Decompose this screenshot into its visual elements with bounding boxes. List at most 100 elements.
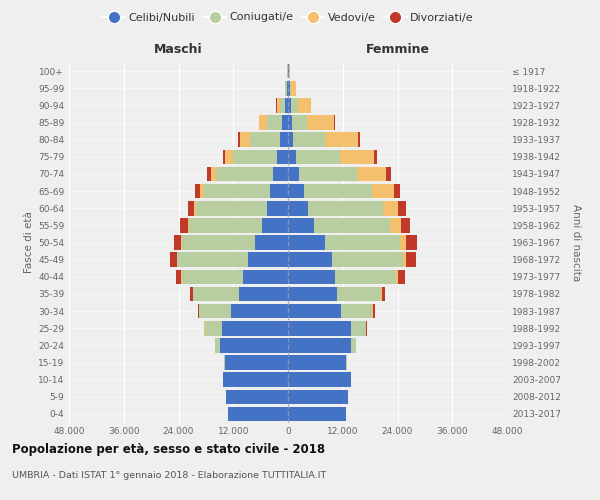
- Bar: [288, 270, 335, 284]
- Bar: [215, 338, 220, 352]
- Bar: [406, 235, 417, 250]
- Bar: [288, 166, 299, 181]
- Bar: [238, 132, 239, 147]
- Legend: Celibi/Nubili, Coniugati/e, Vedovi/e, Divorziati/e: Celibi/Nubili, Coniugati/e, Vedovi/e, Di…: [98, 8, 478, 27]
- Y-axis label: Anni di nascita: Anni di nascita: [571, 204, 581, 281]
- Bar: [288, 252, 332, 267]
- Bar: [325, 132, 358, 147]
- Bar: [288, 406, 346, 421]
- Bar: [285, 98, 288, 112]
- Bar: [225, 150, 233, 164]
- Bar: [284, 81, 286, 96]
- Bar: [288, 98, 291, 112]
- Bar: [296, 150, 340, 164]
- Bar: [286, 81, 287, 96]
- Bar: [358, 132, 359, 147]
- Bar: [382, 286, 385, 301]
- Bar: [243, 270, 288, 284]
- Bar: [299, 166, 357, 181]
- Bar: [289, 64, 290, 78]
- Bar: [231, 304, 288, 318]
- Bar: [357, 166, 386, 181]
- Bar: [176, 270, 181, 284]
- Bar: [292, 115, 307, 130]
- Bar: [351, 321, 366, 336]
- Bar: [334, 115, 335, 130]
- Bar: [196, 201, 267, 216]
- Bar: [255, 235, 288, 250]
- Bar: [400, 235, 406, 250]
- Text: Maschi: Maschi: [154, 42, 203, 56]
- Bar: [307, 115, 334, 130]
- Bar: [267, 115, 281, 130]
- Bar: [267, 201, 288, 216]
- Bar: [196, 184, 200, 198]
- Bar: [224, 355, 225, 370]
- Bar: [288, 355, 346, 370]
- Bar: [180, 218, 188, 232]
- Bar: [390, 218, 401, 232]
- Bar: [193, 286, 239, 301]
- Bar: [290, 81, 292, 96]
- Bar: [288, 235, 325, 250]
- Bar: [274, 166, 288, 181]
- Bar: [188, 218, 189, 232]
- Bar: [341, 304, 373, 318]
- Bar: [220, 338, 288, 352]
- Bar: [182, 235, 255, 250]
- Bar: [325, 235, 400, 250]
- Bar: [314, 218, 390, 232]
- Bar: [228, 406, 288, 421]
- Text: UMBRIA - Dati ISTAT 1° gennaio 2018 - Elaborazione TUTTITALIA.IT: UMBRIA - Dati ISTAT 1° gennaio 2018 - El…: [12, 471, 326, 480]
- Bar: [281, 115, 288, 130]
- Bar: [288, 218, 314, 232]
- Bar: [205, 321, 222, 336]
- Bar: [381, 286, 382, 301]
- Bar: [401, 218, 410, 232]
- Bar: [173, 235, 181, 250]
- Bar: [288, 132, 293, 147]
- Bar: [188, 201, 194, 216]
- Bar: [277, 98, 280, 112]
- Bar: [288, 372, 350, 387]
- Bar: [288, 201, 308, 216]
- Bar: [280, 132, 288, 147]
- Bar: [304, 184, 372, 198]
- Bar: [194, 201, 196, 216]
- Bar: [288, 390, 348, 404]
- Bar: [222, 321, 288, 336]
- Bar: [288, 286, 337, 301]
- Bar: [386, 166, 391, 181]
- Bar: [337, 286, 381, 301]
- Bar: [288, 304, 341, 318]
- Bar: [223, 372, 288, 387]
- Bar: [223, 150, 225, 164]
- Bar: [239, 132, 250, 147]
- Bar: [287, 81, 288, 96]
- Bar: [182, 270, 243, 284]
- Bar: [288, 115, 292, 130]
- Bar: [270, 184, 288, 198]
- Bar: [250, 132, 280, 147]
- Bar: [293, 132, 325, 147]
- Bar: [340, 150, 374, 164]
- Bar: [292, 81, 296, 96]
- Bar: [346, 355, 347, 370]
- Bar: [335, 270, 396, 284]
- Bar: [280, 98, 285, 112]
- Bar: [332, 252, 403, 267]
- Bar: [177, 252, 248, 267]
- Bar: [239, 286, 288, 301]
- Bar: [398, 201, 406, 216]
- Bar: [217, 166, 274, 181]
- Bar: [396, 270, 398, 284]
- Bar: [394, 184, 400, 198]
- Bar: [291, 98, 298, 112]
- Bar: [372, 184, 394, 198]
- Bar: [225, 355, 288, 370]
- Bar: [200, 184, 203, 198]
- Bar: [226, 390, 288, 404]
- Text: Popolazione per età, sesso e stato civile - 2018: Popolazione per età, sesso e stato civil…: [12, 442, 325, 456]
- Bar: [259, 115, 267, 130]
- Bar: [288, 338, 350, 352]
